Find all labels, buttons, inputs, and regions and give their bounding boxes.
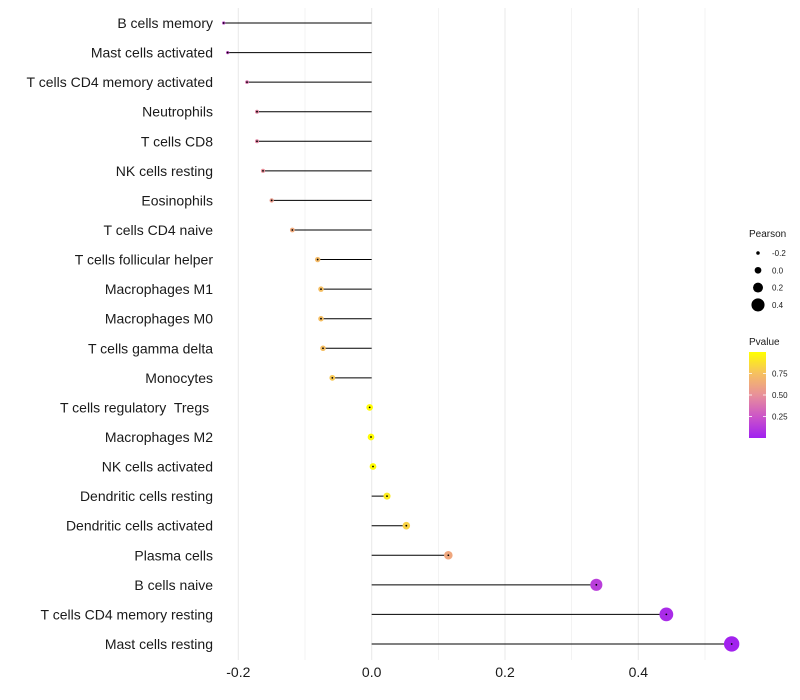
- x-tick-label: 0.0: [362, 664, 382, 680]
- color-legend-label: 0.25: [772, 413, 788, 422]
- category-label: Neutrophils: [142, 104, 213, 120]
- point-center: [368, 406, 371, 409]
- stems: [223, 22, 732, 645]
- category-label: T cells CD4 memory activated: [27, 74, 213, 90]
- category-label: Macrophages M1: [105, 281, 213, 297]
- category-label: Monocytes: [145, 370, 213, 386]
- category-label: B cells memory: [117, 15, 213, 31]
- category-label: Mast cells resting: [105, 636, 213, 652]
- color-legend-label: 0.50: [772, 391, 788, 400]
- category-label: NK cells resting: [116, 163, 213, 179]
- point-center: [370, 436, 372, 438]
- size-legend-key: [751, 298, 765, 312]
- size-legend-label: 0.2: [772, 284, 784, 293]
- point-center: [730, 643, 733, 645]
- point-center: [405, 524, 408, 527]
- point-center: [222, 22, 225, 24]
- point-center: [226, 51, 229, 54]
- category-label: T cells regulatory Tregs: [60, 399, 213, 415]
- point-center: [331, 376, 334, 379]
- category-label: T cells gamma delta: [88, 340, 213, 356]
- size-legend-label: 0.0: [772, 266, 784, 275]
- x-tick-label: 0.2: [495, 664, 515, 680]
- point-center: [665, 613, 668, 616]
- category-label: T cells follicular helper: [75, 252, 214, 268]
- point-center: [246, 81, 248, 84]
- category-label: B cells naive: [134, 577, 213, 593]
- x-tick-label: 0.4: [629, 664, 649, 680]
- category-labels: B cells memory Mast cells activated T cell…: [27, 15, 214, 652]
- point-center: [447, 554, 450, 557]
- point-center: [256, 140, 258, 143]
- category-label: NK cells activated: [102, 459, 213, 475]
- x-tick-label: -0.2: [226, 664, 250, 680]
- point-center: [291, 229, 294, 231]
- category-label: Plasma cells: [134, 547, 213, 563]
- point-center: [316, 258, 319, 261]
- color-legend-title: Pvalue: [749, 337, 780, 348]
- category-label: T cells CD4 naive: [104, 222, 214, 238]
- category-label: Dendritic cells resting: [80, 488, 213, 504]
- point-center: [320, 317, 322, 320]
- point-center: [262, 169, 264, 172]
- category-label: Macrophages M0: [105, 311, 213, 327]
- point-center: [322, 347, 324, 350]
- size-legend-key: [756, 251, 760, 255]
- size-legend-title: Pearson: [749, 229, 786, 240]
- point-center: [256, 110, 258, 113]
- size-legend-key: [754, 266, 762, 274]
- category-label: Dendritic cells activated: [66, 518, 213, 534]
- point-center: [372, 465, 374, 468]
- color-legend-label: 0.75: [772, 370, 788, 379]
- size-legend-label: -0.2: [772, 249, 786, 258]
- x-axis-ticks: -0.2 0.0 0.2 0.4: [226, 664, 648, 680]
- category-label: T cells CD8: [141, 133, 213, 149]
- color-legend-bar: [749, 352, 766, 438]
- color-legend: Pvalue 0.75 0.50 0.25: [749, 337, 788, 438]
- size-legend-key: [753, 282, 763, 293]
- size-legend: Pearson -0.2 0.0 0.2 0.4: [749, 229, 786, 312]
- points: [222, 21, 740, 652]
- size-legend-label: 0.4: [772, 301, 784, 310]
- category-label: T cells CD4 memory resting: [41, 606, 213, 622]
- point-center: [270, 199, 273, 202]
- point-center: [320, 288, 322, 291]
- category-label: Mast cells activated: [91, 45, 213, 61]
- category-label: Eosinophils: [141, 192, 213, 208]
- category-label: Macrophages M2: [105, 429, 213, 445]
- grid-lines: [237, 8, 706, 660]
- point-center: [595, 583, 598, 586]
- point-center: [386, 495, 388, 498]
